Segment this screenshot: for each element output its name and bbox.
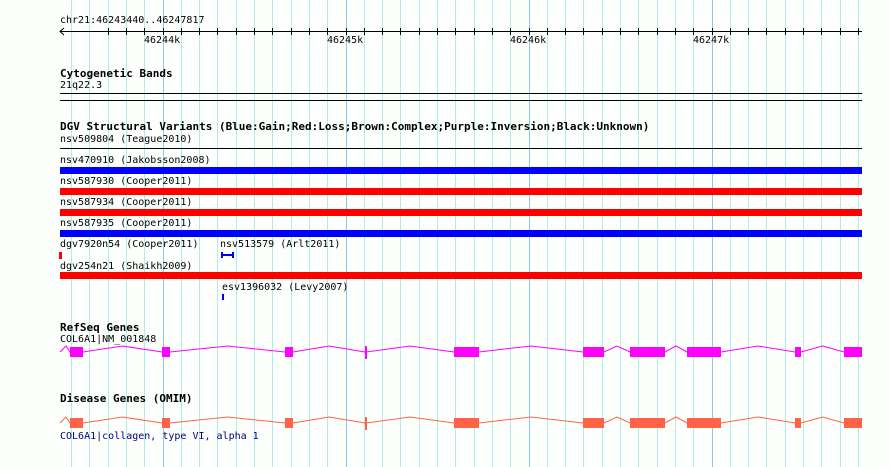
- ruler-location: chr21:46243440..46247817: [60, 15, 205, 26]
- dgv-feature-bar[interactable]: [60, 272, 862, 279]
- dgv-feature-bar[interactable]: [60, 148, 862, 149]
- dgv-feature-label[interactable]: nsv587934 (Cooper2011): [60, 197, 193, 208]
- track-title-dgv[interactable]: DGV Structural Variants (Blue:Gain;Red:L…: [60, 120, 650, 133]
- omim-gene-link[interactable]: COL6A1|collagen, type VI, alpha 1: [60, 431, 259, 442]
- ruler-arrow-icon: [59, 27, 65, 36]
- exon: [365, 417, 367, 430]
- dgv-feature-label[interactable]: nsv509804 (Teague2010): [60, 134, 193, 145]
- exon: [583, 347, 604, 357]
- dgv-feature-label[interactable]: nsv513579 (Arlt2011): [220, 239, 341, 250]
- exon: [583, 418, 604, 428]
- exon: [70, 418, 83, 428]
- exon: [687, 418, 721, 428]
- exon: [285, 347, 293, 357]
- dgv-feature-label[interactable]: nsv587935 (Cooper2011): [60, 218, 193, 229]
- cytoband-bar: [60, 100, 862, 101]
- dgv-feature-bar[interactable]: [59, 252, 62, 259]
- tick-label: 46245k: [327, 35, 364, 46]
- exon: [365, 346, 367, 359]
- exon: [844, 347, 862, 357]
- exon: [454, 347, 479, 357]
- cytoband-label: 21q22.3: [60, 80, 103, 91]
- dgv-feature-bar[interactable]: [222, 294, 224, 300]
- dgv-feature-label[interactable]: dgv254n21 (Shaikh2009): [60, 261, 193, 272]
- refseq-gene-label[interactable]: COL6A1|NM_001848: [60, 334, 157, 345]
- intron-line: [59, 416, 845, 424]
- dgv-feature-label[interactable]: esv1396032 (Levy2007): [222, 282, 349, 293]
- exon: [844, 418, 862, 428]
- dgv-feature-bar[interactable]: [60, 230, 862, 237]
- tick-label: 46244k: [144, 35, 181, 46]
- tick-label: 46247k: [693, 35, 730, 46]
- exon: [162, 418, 170, 428]
- cytoband-bar[interactable]: [60, 93, 862, 94]
- exon: [687, 347, 721, 357]
- exon: [454, 418, 479, 428]
- track-title-omim[interactable]: Disease Genes (OMIM): [60, 392, 193, 405]
- tick-label: 46246k: [510, 35, 547, 46]
- dgv-feature-label[interactable]: nsv470910 (Jakobsson2008): [60, 155, 211, 166]
- dgv-feature-bar[interactable]: [60, 209, 862, 216]
- exon: [70, 347, 83, 357]
- exon: [795, 418, 801, 428]
- exon: [630, 418, 665, 428]
- exon: [630, 347, 665, 357]
- track-title-refseq[interactable]: RefSeq Genes: [60, 321, 140, 334]
- exon: [285, 418, 293, 428]
- exon: [795, 347, 801, 357]
- dgv-feature-bar[interactable]: [60, 188, 862, 195]
- dgv-feature-bar[interactable]: [221, 252, 234, 258]
- track-title-cytoband[interactable]: Cytogenetic Bands: [60, 67, 173, 80]
- dgv-feature-label[interactable]: dgv7920n54 (Cooper2011): [60, 239, 199, 250]
- dgv-feature-bar[interactable]: [60, 167, 862, 174]
- dgv-feature-label[interactable]: nsv587930 (Cooper2011): [60, 176, 193, 187]
- exon: [162, 347, 170, 357]
